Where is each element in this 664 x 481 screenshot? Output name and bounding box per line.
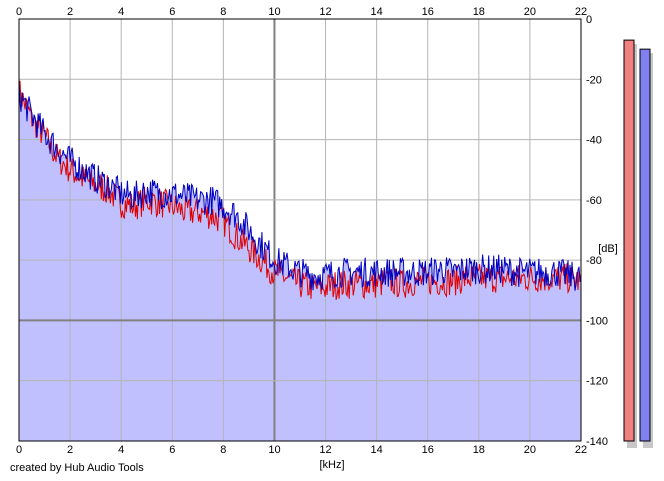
series-lines [18, 80, 582, 300]
series-line-left [18, 80, 582, 300]
x-tick-label-bottom: 4 [118, 444, 124, 456]
level-meter-right [639, 48, 651, 442]
x-tick-label-top: 4 [118, 6, 124, 18]
spectrum-fill [19, 80, 581, 442]
x-tick-label-top: 12 [319, 6, 331, 18]
y-tick-label: -120 [586, 376, 608, 388]
x-tick-labels-top: 0 2 4 6 8 10 12 14 16 18 20 22 [16, 6, 587, 18]
x-tick-label-top: 6 [169, 6, 175, 18]
x-tick-label-bottom: 0 [16, 444, 22, 456]
y-tick-label: -80 [586, 255, 602, 267]
x-tick-label-top: 10 [268, 6, 280, 18]
level-meters [623, 39, 653, 449]
x-tick-label-bottom: 18 [473, 444, 485, 456]
y-tick-label: -100 [586, 315, 608, 327]
x-tick-label-bottom: 10 [268, 444, 280, 456]
x-axis-label: [kHz] [319, 459, 344, 471]
x-tick-label-bottom: 8 [220, 444, 226, 456]
plot-border [18, 18, 582, 442]
x-tick-label-top: 18 [473, 6, 485, 18]
y-tick-label: -20 [586, 74, 602, 86]
y-tick-labels: 0 -20 -40 -60 -80 -100 -120 -140 [586, 14, 608, 448]
y-axis-label: [dB] [598, 243, 618, 255]
x-tick-label-bottom: 2 [67, 444, 73, 456]
x-tick-label-top: 22 [575, 6, 587, 18]
spectrum-area [19, 80, 581, 442]
y-tick-label: -140 [586, 436, 608, 448]
credit-text: created by Hub Audio Tools [10, 462, 144, 474]
x-tick-label-bottom: 20 [524, 444, 536, 456]
x-tick-label-bottom: 22 [575, 444, 587, 456]
x-tick-label-bottom: 6 [169, 444, 175, 456]
x-tick-label-top: 2 [67, 6, 73, 18]
y-tick-label: 0 [586, 14, 592, 26]
x-tick-label-top: 0 [16, 6, 22, 18]
x-tick-label-bottom: 12 [319, 444, 331, 456]
y-tick-label: -40 [586, 135, 602, 147]
plot-frame [18, 18, 582, 442]
x-tick-label-bottom: 14 [371, 444, 383, 456]
y-tick-label: -60 [586, 195, 602, 207]
x-tick-label-top: 14 [371, 6, 383, 18]
x-tick-label-top: 16 [422, 6, 434, 18]
level-meter-left [623, 39, 635, 442]
x-tick-labels-bottom: 0 2 4 6 8 10 12 14 16 18 20 22 [16, 444, 587, 456]
x-tick-label-bottom: 16 [422, 444, 434, 456]
grid-lines [19, 19, 581, 441]
x-tick-label-top: 8 [220, 6, 226, 18]
x-tick-label-top: 20 [524, 6, 536, 18]
series-line-right [18, 80, 582, 291]
